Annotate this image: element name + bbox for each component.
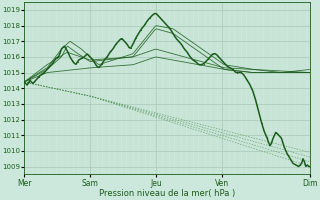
X-axis label: Pression niveau de la mer( hPa ): Pression niveau de la mer( hPa ) xyxy=(99,189,235,198)
